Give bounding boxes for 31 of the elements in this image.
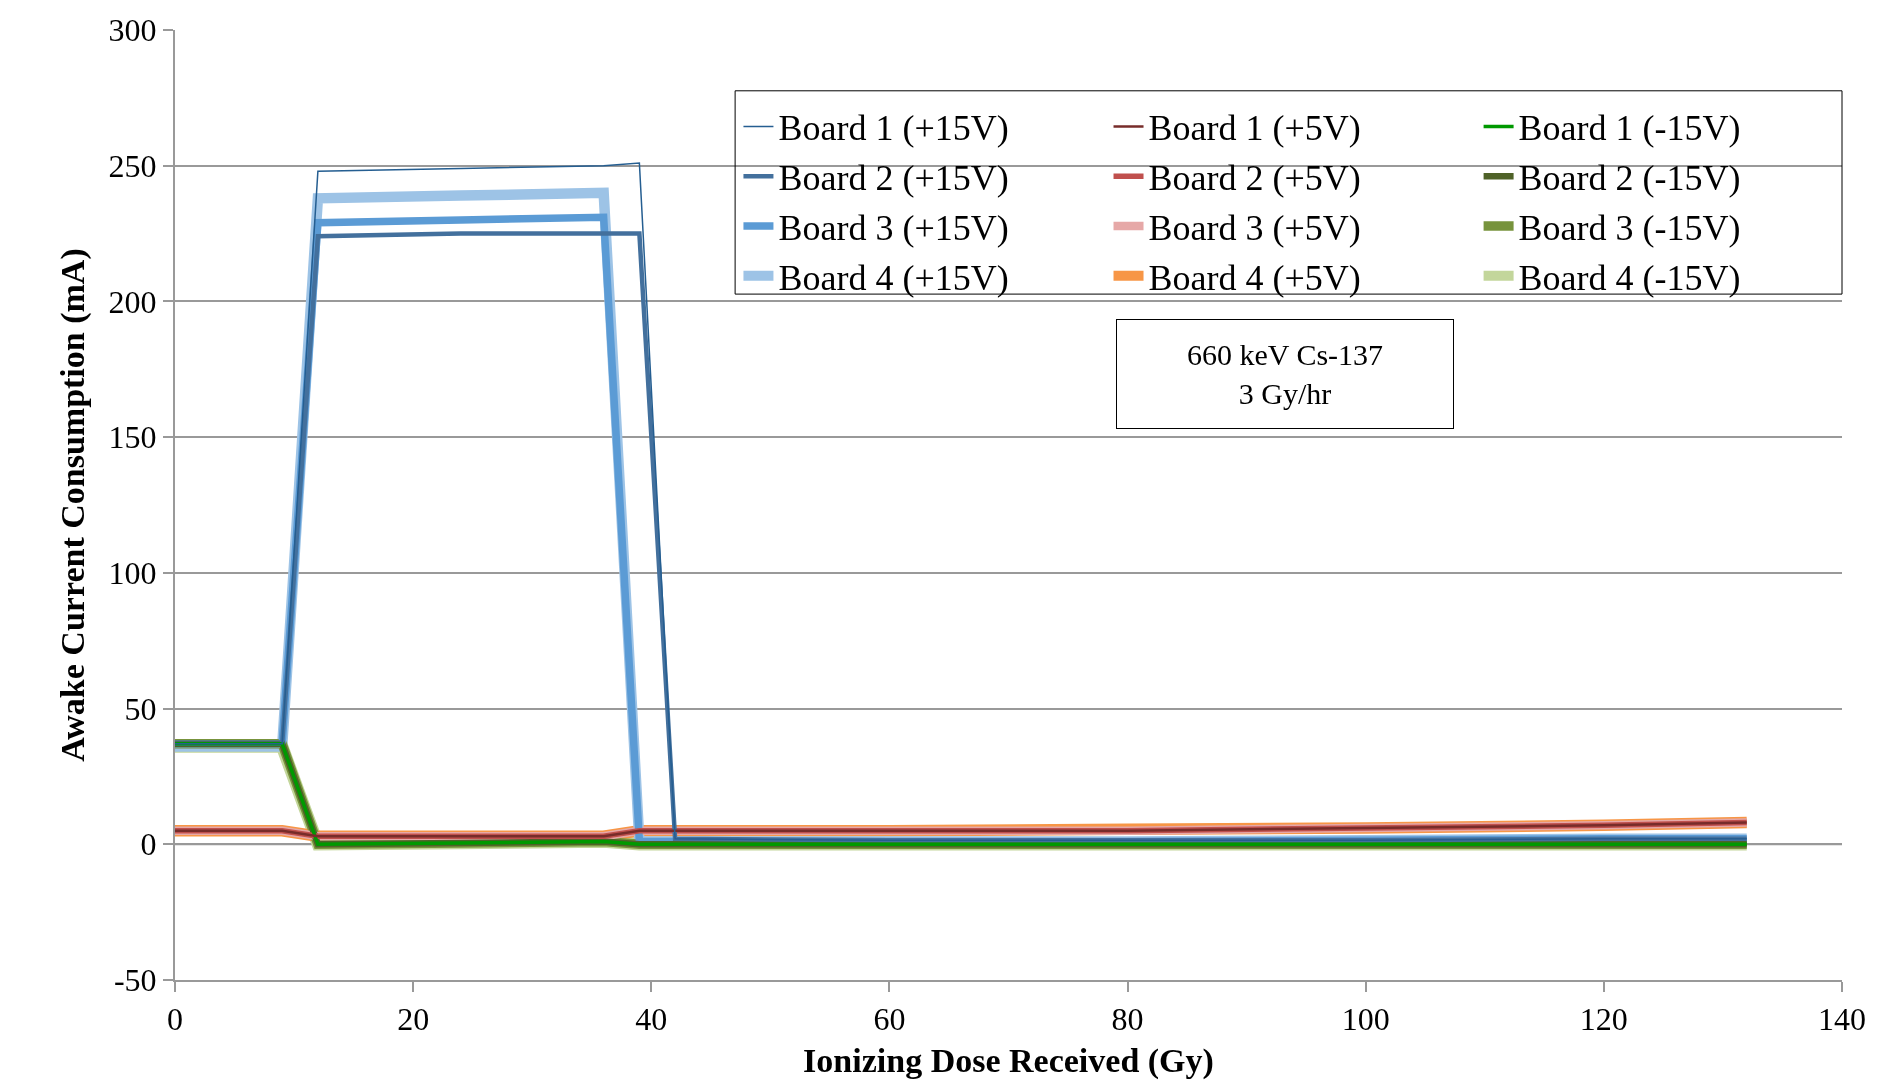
legend-label: Board 2 (+15V) — [778, 158, 1009, 199]
legend-label: Board 4 (-15V) — [1518, 257, 1741, 298]
x-tick-label: 100 — [1341, 1001, 1390, 1038]
y-tick-label: 250 — [108, 147, 157, 184]
x-tick-label: 0 — [167, 1001, 183, 1038]
legend-label: Board 1 (+15V) — [778, 108, 1009, 149]
legend-label: Board 4 (+5V) — [1148, 257, 1361, 298]
legend-label: Board 1 (-15V) — [1518, 108, 1741, 149]
y-tick-label: 150 — [108, 419, 157, 456]
x-tick-label: 140 — [1818, 1001, 1866, 1038]
x-tick-label: 20 — [397, 1001, 430, 1038]
x-axis-title: Ionizing Dose Received (Gy) — [803, 1042, 1214, 1081]
y-tick-label: 100 — [108, 555, 157, 592]
legend-label: Board 3 (-15V) — [1518, 208, 1741, 249]
x-tick-label: 60 — [873, 1001, 906, 1038]
y-tick-label: 0 — [140, 826, 157, 863]
x-tick-label: 80 — [1111, 1001, 1144, 1038]
legend-label: Board 2 (+5V) — [1148, 158, 1361, 199]
y-tick-label: 50 — [124, 690, 157, 727]
x-tick-label: 120 — [1579, 1001, 1628, 1038]
x-tick-label: 40 — [635, 1001, 668, 1038]
legend-label: Board 3 (+15V) — [778, 208, 1009, 249]
legend-label: Board 4 (+15V) — [778, 257, 1009, 298]
legend-label: Board 3 (+5V) — [1148, 208, 1361, 249]
y-tick-label: 200 — [108, 283, 157, 320]
legend-label: Board 2 (-15V) — [1518, 158, 1741, 199]
legend-label: Board 1 (+5V) — [1148, 108, 1361, 149]
annotation: 660 keV Cs-137 3 Gy/hr — [1186, 338, 1384, 410]
y-tick-label: 300 — [108, 12, 157, 49]
y-axis-title: Awake Current Consumption (mA) — [53, 248, 92, 762]
y-tick-label: -50 — [113, 962, 157, 999]
